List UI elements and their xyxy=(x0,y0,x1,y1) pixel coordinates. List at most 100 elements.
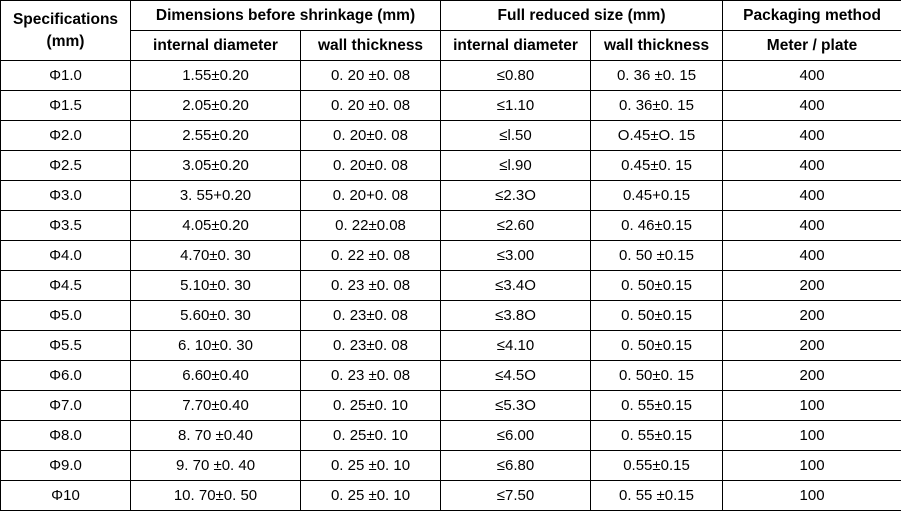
table-cell: Φ3.0 xyxy=(0,180,131,211)
table-cell: 6. 10±0. 30 xyxy=(130,330,301,361)
table-cell: Φ4.0 xyxy=(0,240,131,271)
table-cell: 200 xyxy=(722,270,901,301)
header-cell: Packaging method xyxy=(722,0,901,31)
table-cell: 0. 50±0.15 xyxy=(590,300,724,331)
table-cell: 100 xyxy=(722,480,901,511)
table-cell: 0. 25 ±0. 10 xyxy=(299,450,442,481)
table-cell: Φ5.5 xyxy=(0,330,131,361)
table-header: Specifications (mm) Dimensions before sh… xyxy=(0,0,901,61)
table-cell: 3.05±0.20 xyxy=(130,150,301,181)
table-cell: Φ10 xyxy=(0,480,131,511)
table-cell: ≤4.5O xyxy=(440,360,592,391)
table-cell: 0. 55±0.15 xyxy=(590,390,724,421)
table-cell: 0. 36±0. 15 xyxy=(590,90,724,121)
table-cell: 2.05±0.20 xyxy=(130,90,301,121)
table-cell: 400 xyxy=(722,210,901,241)
table-cell: ≤3.8O xyxy=(440,300,592,331)
table-cell: Φ2.5 xyxy=(0,150,131,181)
table-cell: 400 xyxy=(722,240,901,271)
table-cell: 0. 20±0. 08 xyxy=(299,120,442,151)
table-body: Φ1.0 1.55±0.20 0. 20 ±0. 08 ≤0.80 0. 36 ±0. … xyxy=(0,60,901,511)
table-cell: 400 xyxy=(722,150,901,181)
table-cell: 100 xyxy=(722,390,901,421)
table-row: Φ1.5 2.05±0.20 0. 20 ±0. 08 ≤1.10 0. 36±0. 1… xyxy=(0,90,901,121)
table-cell: O.45±O. 15 xyxy=(590,120,724,151)
table-cell: 0. 50±0.15 xyxy=(590,270,724,301)
table-cell: 0. 23±0. 08 xyxy=(299,300,442,331)
header-row: internal diameter wall thickness internal … xyxy=(1,30,901,61)
table-row: Φ10 10. 70±0. 50 0. 25 ±0. 10 ≤7.50 0. 55 ±0… xyxy=(0,480,901,511)
table-cell: 4.70±0. 30 xyxy=(130,240,301,271)
table-cell: Φ9.0 xyxy=(0,450,131,481)
table-cell: 0. 50 ±0.15 xyxy=(590,240,724,271)
table-cell: 200 xyxy=(722,300,901,331)
table-cell: ≤l.90 xyxy=(440,150,592,181)
table-cell: 200 xyxy=(722,330,901,361)
table-cell: 0. 25±0. 10 xyxy=(299,390,442,421)
table-cell: ≤1.10 xyxy=(440,90,592,121)
table-cell: ≤5.3O xyxy=(440,390,592,421)
table-row: Φ3.5 4.05±0.20 0. 22±0.08 ≤2.60 0. 46±0.15 40… xyxy=(0,210,901,241)
table-cell: 0. 25 ±0. 10 xyxy=(299,480,442,511)
table-cell: Φ4.5 xyxy=(0,270,131,301)
table-row: Φ5.5 6. 10±0. 30 0. 23±0. 08 ≤4.10 0. 50±0.1… xyxy=(0,330,901,361)
table-cell: 5.10±0. 30 xyxy=(130,270,301,301)
table-cell: 0. 50±0.15 xyxy=(590,330,724,361)
table-cell: 1.55±0.20 xyxy=(130,60,301,91)
table-cell: ≤6.00 xyxy=(440,420,592,451)
subheader-cell: internal diameter xyxy=(130,30,301,61)
table-cell: 0. 20 ±0. 08 xyxy=(299,60,442,91)
table-cell: 0. 46±0.15 xyxy=(590,210,724,241)
table-cell: ≤3.4O xyxy=(440,270,592,301)
table-cell: 100 xyxy=(722,420,901,451)
table-cell: 0. 23 ±0. 08 xyxy=(299,270,442,301)
table-cell: 10. 70±0. 50 xyxy=(130,480,301,511)
table-cell: 0. 23±0. 08 xyxy=(299,330,442,361)
table-cell: ≤7.50 xyxy=(440,480,592,511)
table-row: Φ2.0 2.55±0.20 0. 20±0. 08 ≤l.50 O.45±O. 15 4… xyxy=(0,120,901,151)
table-cell: 0. 23 ±0. 08 xyxy=(299,360,442,391)
table-cell: Φ8.0 xyxy=(0,420,131,451)
header-cell: Dimensions before shrinkage (mm) xyxy=(129,0,442,31)
table-cell: 400 xyxy=(722,120,901,151)
table-row: Φ6.0 6.60±0.40 0. 23 ±0. 08 ≤4.5O 0. 50±0. 1… xyxy=(0,360,901,391)
header-cell: Specifications (mm) xyxy=(0,0,131,61)
table-cell: ≤6.80 xyxy=(440,450,592,481)
table-cell: 0. 20±0. 08 xyxy=(299,150,442,181)
table-row: Φ7.0 7.70±0.40 0. 25±0. 10 ≤5.3O 0. 55±0.15 1… xyxy=(0,390,901,421)
subheader-cell: wall thickness xyxy=(299,30,442,61)
table-cell: 200 xyxy=(722,360,901,391)
table-row: Φ9.0 9. 70 ±0. 40 0. 25 ±0. 10 ≤6.80 0.55±0.… xyxy=(0,450,901,481)
table-row: Φ4.5 5.10±0. 30 0. 23 ±0. 08 ≤3.4O 0. 50±0.1… xyxy=(0,270,901,301)
table-cell: 0. 36 ±0. 15 xyxy=(590,60,724,91)
table-cell: 0.45±0. 15 xyxy=(590,150,724,181)
table-cell: 5.60±0. 30 xyxy=(130,300,301,331)
table-row: Φ4.0 4.70±0. 30 0. 22 ±0. 08 ≤3.00 0. 50 ±0.… xyxy=(0,240,901,271)
table-cell: Φ1.0 xyxy=(0,60,131,91)
table-cell: ≤4.10 xyxy=(440,330,592,361)
table-cell: 0.55±0.15 xyxy=(590,450,724,481)
header-cell: Full reduced size (mm) xyxy=(440,0,724,31)
table-cell: Φ7.0 xyxy=(0,390,131,421)
table-cell: 0. 25±0. 10 xyxy=(299,420,442,451)
table-cell: Φ2.0 xyxy=(0,120,131,151)
table-row: Φ2.5 3.05±0.20 0. 20±0. 08 ≤l.90 0.45±0. 15 4… xyxy=(0,150,901,181)
table-cell: ≤2.3O xyxy=(440,180,592,211)
table-cell: 0.45+0.15 xyxy=(590,180,724,211)
subheader-cell: Meter / plate xyxy=(722,30,901,61)
table-cell: 0. 22 ±0. 08 xyxy=(299,240,442,271)
table-row: Φ1.0 1.55±0.20 0. 20 ±0. 08 ≤0.80 0. 36 ±0. … xyxy=(0,60,901,91)
table-row: Φ3.0 3. 55+0.20 0. 20+0. 08 ≤2.3O 0.45+0.15 4… xyxy=(0,180,901,211)
table-cell: 3. 55+0.20 xyxy=(130,180,301,211)
table-cell: 6.60±0.40 xyxy=(130,360,301,391)
table-cell: ≤0.80 xyxy=(440,60,592,91)
table-cell: 0. 55±0.15 xyxy=(590,420,724,451)
table-cell: Φ6.0 xyxy=(0,360,131,391)
table-cell: ≤2.60 xyxy=(440,210,592,241)
table-cell: 4.05±0.20 xyxy=(130,210,301,241)
table-cell: ≤l.50 xyxy=(440,120,592,151)
subheader-cell: wall thickness xyxy=(590,30,724,61)
table-cell: 0. 20 ±0. 08 xyxy=(299,90,442,121)
table-cell: 100 xyxy=(722,450,901,481)
